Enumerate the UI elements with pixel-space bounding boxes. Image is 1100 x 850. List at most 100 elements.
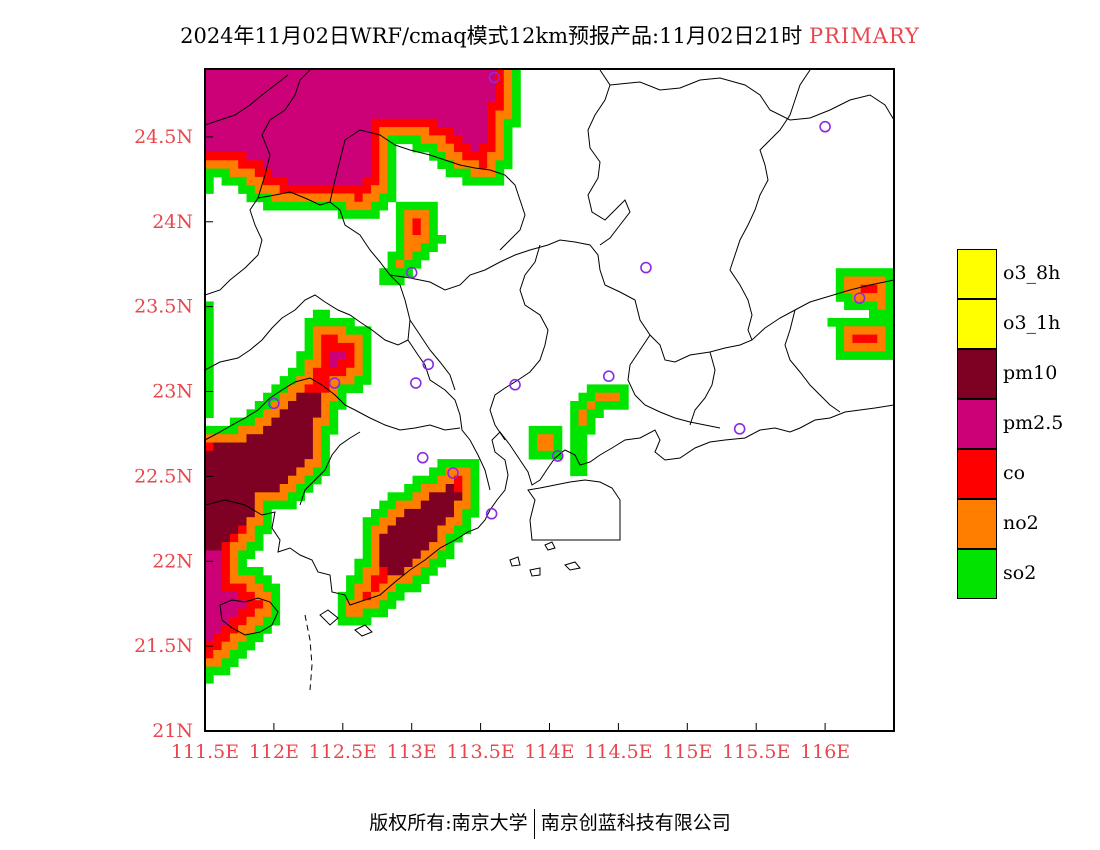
grid-cell bbox=[404, 526, 413, 535]
grid-cell bbox=[354, 77, 363, 86]
grid-cell bbox=[338, 127, 347, 136]
grid-cell bbox=[313, 418, 322, 427]
grid-cell bbox=[255, 600, 264, 609]
grid-cell bbox=[230, 426, 239, 435]
grid-cell bbox=[205, 517, 214, 526]
grid-cell bbox=[296, 409, 305, 418]
grid-cell bbox=[205, 584, 214, 593]
grid-cell bbox=[437, 467, 446, 476]
grid-cell bbox=[462, 77, 471, 86]
grid-cell bbox=[338, 617, 347, 626]
grid-cell bbox=[396, 86, 405, 95]
grid-cell bbox=[413, 542, 422, 551]
grid-cell bbox=[238, 144, 247, 153]
grid-cell bbox=[313, 160, 322, 169]
grid-cell bbox=[429, 559, 438, 568]
grid-cell bbox=[321, 326, 330, 335]
grid-cell bbox=[288, 476, 297, 485]
legend-item: pm10 bbox=[957, 349, 1097, 399]
grid-cell bbox=[230, 517, 239, 526]
grid-cell bbox=[321, 376, 330, 385]
grid-cell bbox=[263, 617, 272, 626]
grid-cell bbox=[437, 160, 446, 169]
grid-cell bbox=[429, 501, 438, 510]
grid-cell bbox=[222, 592, 231, 601]
grid-cell bbox=[346, 169, 355, 178]
grid-cell bbox=[371, 169, 380, 178]
grid-cell bbox=[222, 77, 231, 86]
grid-cell bbox=[205, 633, 214, 642]
grid-cell bbox=[263, 202, 272, 211]
grid-cell bbox=[587, 401, 596, 410]
grid-cell bbox=[404, 127, 413, 136]
grid-cell bbox=[305, 77, 314, 86]
grid-cell bbox=[255, 584, 264, 593]
grid-cell bbox=[230, 542, 239, 551]
grid-cell bbox=[305, 384, 314, 393]
grid-cell bbox=[263, 584, 272, 593]
grid-cell bbox=[288, 401, 297, 410]
grid-cell bbox=[205, 625, 214, 634]
grid-cell bbox=[404, 492, 413, 501]
grid-cell bbox=[296, 169, 305, 178]
grid-cell bbox=[363, 102, 372, 111]
grid-cell bbox=[271, 592, 280, 601]
grid-cell bbox=[321, 185, 330, 194]
grid-cell bbox=[288, 127, 297, 136]
grid-cell bbox=[379, 575, 388, 584]
grid-cell bbox=[330, 401, 339, 410]
grid-cell bbox=[471, 177, 480, 186]
grid-cell bbox=[205, 443, 214, 452]
grid-cell bbox=[255, 418, 264, 427]
grid-cell bbox=[877, 343, 886, 352]
grid-cell bbox=[354, 343, 363, 352]
lat-tick-label: 23.5N bbox=[134, 296, 193, 318]
grid-cell bbox=[354, 169, 363, 178]
grid-cell bbox=[554, 426, 563, 435]
grid-cell bbox=[238, 517, 247, 526]
grid-cell bbox=[404, 575, 413, 584]
grid-cell bbox=[404, 517, 413, 526]
grid-cell bbox=[852, 335, 861, 344]
grid-cell bbox=[238, 443, 247, 452]
grid-cell bbox=[404, 86, 413, 95]
grid-cell bbox=[213, 542, 222, 551]
grid-cell bbox=[230, 534, 239, 543]
grid-cell bbox=[238, 526, 247, 535]
grid-cell bbox=[479, 119, 488, 128]
grid-cell bbox=[396, 94, 405, 103]
grid-cell bbox=[305, 376, 314, 385]
grid-cell bbox=[388, 550, 397, 559]
grid-cell bbox=[388, 592, 397, 601]
grid-cell bbox=[222, 119, 231, 128]
grid-cell bbox=[263, 409, 272, 418]
grid-cell bbox=[313, 169, 322, 178]
grid-cell bbox=[263, 517, 272, 526]
grid-cell bbox=[230, 77, 239, 86]
grid-cell bbox=[313, 443, 322, 452]
grid-cell bbox=[388, 277, 397, 286]
grid-cell bbox=[247, 119, 256, 128]
grid-cell bbox=[454, 501, 463, 510]
grid-cell bbox=[487, 102, 496, 111]
grid-cell bbox=[230, 451, 239, 460]
grid-cell bbox=[330, 135, 339, 144]
grid-cell bbox=[429, 119, 438, 128]
grid-cell bbox=[429, 492, 438, 501]
grid-cell bbox=[429, 111, 438, 120]
lon-tick-label: 114E bbox=[524, 741, 574, 763]
legend-label: o3_1h bbox=[1003, 312, 1060, 334]
grid-cell bbox=[886, 285, 895, 294]
grid-cell bbox=[413, 501, 422, 510]
grid-cell bbox=[852, 343, 861, 352]
grid-cell bbox=[247, 575, 256, 584]
grid-cell bbox=[462, 152, 471, 161]
grid-cell bbox=[313, 384, 322, 393]
grid-cell bbox=[379, 86, 388, 95]
grid-cell bbox=[313, 335, 322, 344]
legend-item: o3_8h bbox=[957, 249, 1097, 299]
grid-cell bbox=[437, 111, 446, 120]
grid-cell bbox=[346, 384, 355, 393]
grid-cell bbox=[213, 459, 222, 468]
grid-cell bbox=[570, 409, 579, 418]
